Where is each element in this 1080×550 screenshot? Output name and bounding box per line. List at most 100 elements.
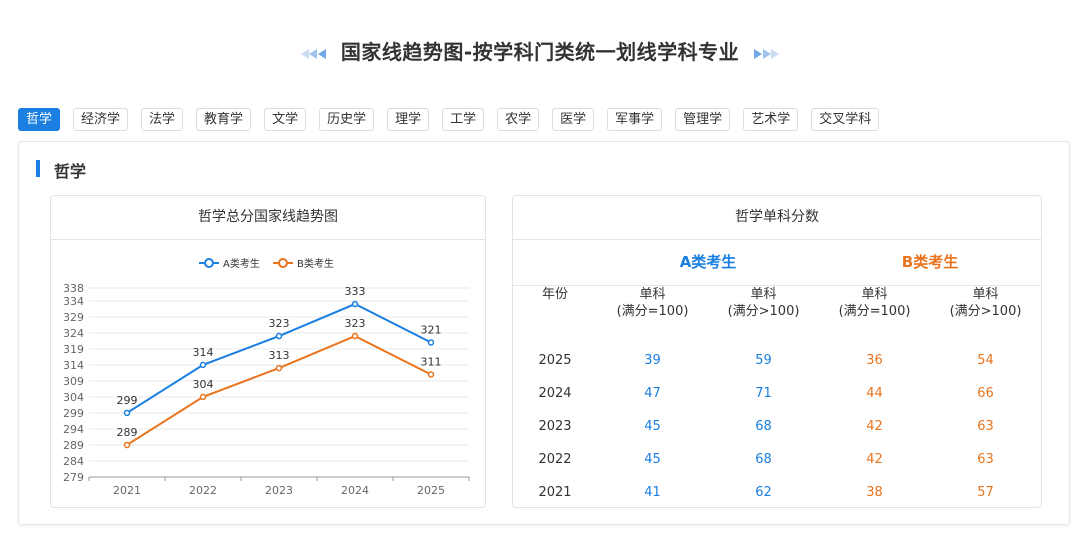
legend-marker xyxy=(278,258,288,268)
legend-label: A类考生 xyxy=(223,257,260,270)
year-cell: 2022 xyxy=(538,452,572,467)
data-label: 299 xyxy=(117,394,138,407)
category-b-label: B类考生 xyxy=(901,253,959,271)
tab-guanlixue[interactable]: 管理学 xyxy=(675,108,731,131)
data-label: 323 xyxy=(269,317,290,330)
a-over-cell: 59 xyxy=(755,353,772,368)
a-over-cell: 62 xyxy=(755,485,772,500)
x-tick-label: 2023 xyxy=(265,484,293,497)
b-100-cell: 42 xyxy=(866,419,883,434)
y-tick-label: 304 xyxy=(63,391,84,404)
tab-wenxue[interactable]: 文学 xyxy=(264,108,307,131)
data-point xyxy=(275,332,283,340)
category-a-label: A类考生 xyxy=(679,253,737,271)
tab-junshixue[interactable]: 军事学 xyxy=(607,108,663,131)
a-100-cell: 41 xyxy=(644,485,661,500)
legend-marker xyxy=(204,258,214,268)
data-point xyxy=(427,371,435,378)
y-tick-label: 294 xyxy=(63,423,84,436)
data-label: 311 xyxy=(421,355,442,368)
b-100-cell: 36 xyxy=(866,353,883,368)
tab-nongxue[interactable]: 农学 xyxy=(497,108,540,131)
table-row: 2022 45 68 42 63 xyxy=(513,443,1041,476)
table-row: 2021 41 62 38 57 xyxy=(513,476,1041,509)
data-label: 323 xyxy=(345,317,366,330)
a-over-cell: 68 xyxy=(755,452,772,467)
a-100-cell: 45 xyxy=(644,452,661,467)
legend-label: B类考生 xyxy=(297,257,334,270)
data-point xyxy=(199,393,207,401)
b-over-cell: 63 xyxy=(977,452,994,467)
year-cell: 2024 xyxy=(538,386,572,401)
y-tick-label: 319 xyxy=(63,343,84,356)
data-label: 321 xyxy=(421,323,442,336)
b-over-cell: 57 xyxy=(977,485,994,500)
tab-lixue[interactable]: 理学 xyxy=(387,108,430,131)
section-title: 哲学 xyxy=(54,162,87,181)
b-over-cell: 63 xyxy=(977,419,994,434)
x-tick-label: 2024 xyxy=(341,484,369,497)
discipline-tabs: 哲学 经济学 法学 教育学 文学 历史学 理学 工学 农学 医学 军事学 管理学… xyxy=(18,108,892,131)
y-tick-label: 289 xyxy=(63,439,84,452)
y-tick-label: 324 xyxy=(63,327,84,340)
data-point xyxy=(351,300,359,308)
data-label: 313 xyxy=(269,349,290,362)
trend-chart-card: 哲学总分国家线趋势图 279 284 289 294 299 304 309 314 319 32… xyxy=(50,195,486,508)
category-header-row: A类考生 B类考生 xyxy=(513,240,1041,286)
a-over-cell: 68 xyxy=(755,419,772,434)
tab-yishuxue[interactable]: 艺术学 xyxy=(743,108,799,131)
tab-jiaochaxueke[interactable]: 交叉学科 xyxy=(811,108,880,131)
y-tick-label: 284 xyxy=(63,455,84,468)
x-tick-label: 2025 xyxy=(417,484,445,497)
col-header-b-over: 单科 (满分>100) xyxy=(949,287,1022,319)
col-header-a-over: 单科 (满分>100) xyxy=(727,287,800,319)
y-tick-label: 338 xyxy=(63,282,84,295)
page-title: 国家线趋势图-按学科门类统一划线学科专业 xyxy=(0,36,1080,65)
data-label: 314 xyxy=(193,346,214,359)
col-header-b-100: 单科 (满分=100) xyxy=(838,287,911,319)
tab-lishixue[interactable]: 历史学 xyxy=(319,108,375,131)
data-point xyxy=(427,339,435,346)
tab-jingjixue[interactable]: 经济学 xyxy=(73,108,129,131)
table-row: 2024 47 71 44 66 xyxy=(513,377,1041,410)
year-cell: 2023 xyxy=(538,419,572,434)
a-100-cell: 45 xyxy=(644,419,661,434)
a-100-cell: 47 xyxy=(644,386,661,401)
y-tick-label: 329 xyxy=(63,311,84,324)
left-arrows-icon xyxy=(300,48,326,59)
y-tick-label: 279 xyxy=(63,471,84,484)
tab-zhexue[interactable]: 哲学 xyxy=(18,108,61,131)
data-label: 304 xyxy=(193,378,214,391)
data-point xyxy=(199,361,207,369)
single-subject-card: 哲学单科分数 A类考生 B类考生 年份 单科 (满分=100) 单科 (满分>100… xyxy=(512,195,1042,508)
tab-gongxue[interactable]: 工学 xyxy=(442,108,485,131)
b-100-cell: 44 xyxy=(866,386,883,401)
b-over-cell: 66 xyxy=(977,386,994,401)
section-marker xyxy=(36,160,40,177)
year-cell: 2025 xyxy=(538,353,572,368)
year-header: 年份 xyxy=(541,287,568,302)
scores-table: 年份 单科 (满分=100) 单科 (满分>100) 单科 (满分=100) 单科 (满… xyxy=(513,286,1041,509)
y-tick-label: 309 xyxy=(63,375,84,388)
data-label: 289 xyxy=(117,426,138,439)
data-point xyxy=(123,441,131,449)
data-point xyxy=(275,364,283,372)
table-row: 2023 45 68 42 63 xyxy=(513,410,1041,443)
table-card-title: 哲学单科分数 xyxy=(513,196,1041,240)
b-100-cell: 42 xyxy=(866,452,883,467)
tab-jiaoyuxue[interactable]: 教育学 xyxy=(196,108,252,131)
tab-faxue[interactable]: 法学 xyxy=(141,108,184,131)
tab-yixue[interactable]: 医学 xyxy=(552,108,595,131)
a-over-cell: 71 xyxy=(755,386,772,401)
category-spacer xyxy=(513,240,597,285)
year-cell: 2021 xyxy=(538,485,572,500)
b-over-cell: 54 xyxy=(977,353,994,368)
y-tick-label: 314 xyxy=(63,359,84,372)
right-arrows-icon xyxy=(754,48,780,59)
b-100-cell: 38 xyxy=(866,485,883,500)
x-tick-label: 2021 xyxy=(113,484,141,497)
table-row: 2025 39 59 36 54 xyxy=(513,344,1041,377)
a-100-cell: 39 xyxy=(644,353,661,368)
table-header-row: 年份 单科 (满分=100) 单科 (满分>100) 单科 (满分=100) 单科 (满… xyxy=(513,286,1041,344)
